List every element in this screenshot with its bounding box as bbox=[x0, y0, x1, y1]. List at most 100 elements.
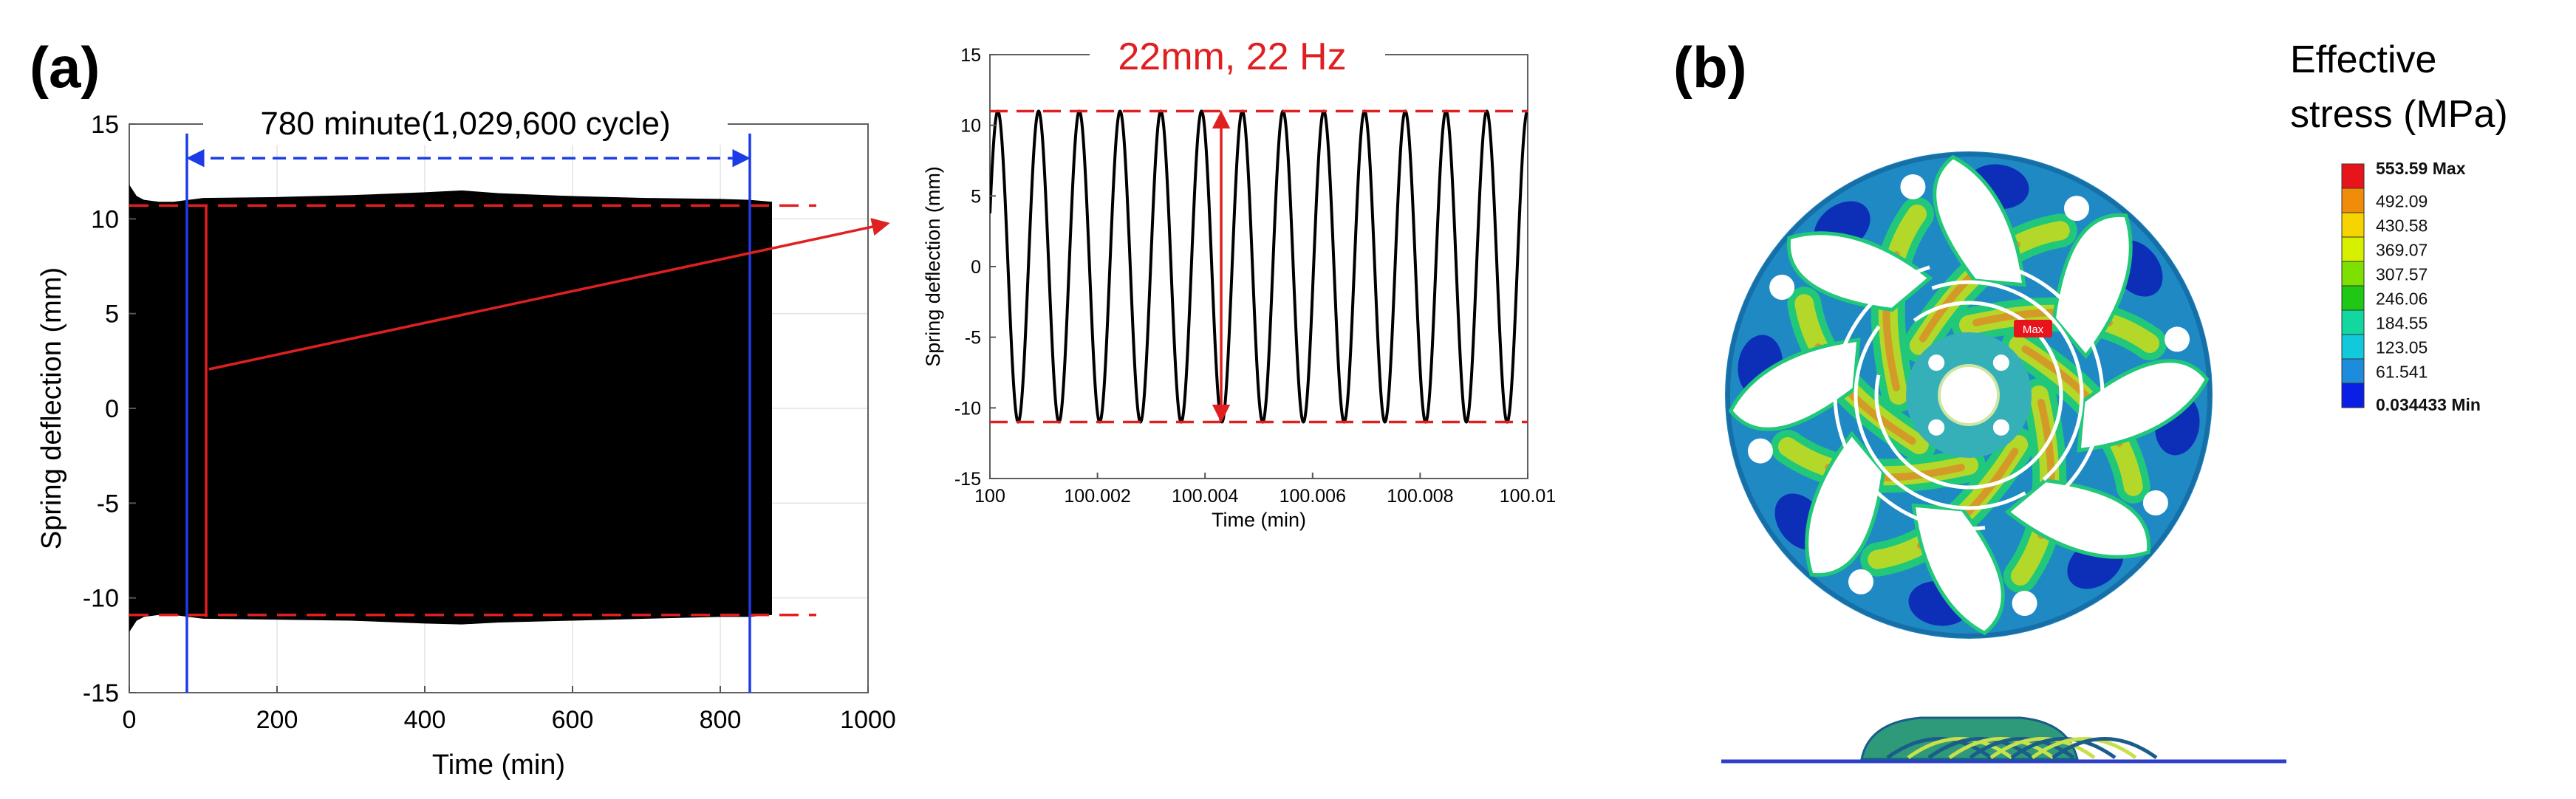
inset-chart: 100 100.002 100.004 100.006 100.008 100.01 -1… bbox=[922, 30, 1556, 531]
inset-x-tick-label: 100.006 bbox=[1280, 486, 1346, 507]
hub-hole bbox=[1992, 419, 2009, 436]
spring-slot bbox=[2077, 359, 2210, 453]
spiral-gap bbox=[1874, 301, 2063, 490]
main-y-tick-label: 0 bbox=[105, 395, 119, 423]
inset-y-tick-label: 10 bbox=[960, 116, 981, 137]
duration-annotation: 780 minute(1,029,600 cycle) bbox=[260, 106, 670, 142]
spring-slot bbox=[1728, 337, 1861, 431]
main-y-axis-label: Spring deflection (mm) bbox=[36, 267, 67, 549]
zoom-arrow bbox=[208, 218, 890, 371]
inset-annotation: 22mm, 22 Hz bbox=[1118, 35, 1346, 78]
bolt-hole bbox=[1900, 174, 1926, 199]
main-y-tick-label: 15 bbox=[91, 111, 119, 139]
hub-hole bbox=[1928, 354, 1945, 371]
bolt-hole bbox=[1848, 569, 1873, 594]
spring-slot bbox=[1805, 431, 1886, 577]
legend-swatch bbox=[2341, 358, 2365, 384]
legend-label: 61.541 bbox=[2376, 363, 2428, 382]
side-strand bbox=[2031, 737, 2137, 760]
spring-slots bbox=[1728, 154, 2210, 636]
spiral-gap bbox=[1854, 280, 2084, 510]
spring-slot bbox=[1933, 154, 2026, 287]
legend-label: 0.034433 Min bbox=[2376, 395, 2481, 414]
main-reference-lines bbox=[129, 133, 816, 693]
legend-label: 430.58 bbox=[2376, 216, 2428, 236]
panel-a-label: (a) bbox=[30, 35, 100, 100]
main-x-tick-label: 600 bbox=[552, 706, 594, 734]
inset-y-tick-label: -10 bbox=[954, 398, 981, 419]
inset-annotation-background bbox=[1090, 30, 1385, 77]
inset-y-tick-label: 5 bbox=[971, 186, 981, 207]
legend-swatch bbox=[2341, 236, 2365, 262]
inset-y-tick-label: -15 bbox=[954, 469, 981, 490]
main-x-tick-label: 1000 bbox=[840, 706, 896, 734]
inset-y-ticks: -15 -10 -5 0 5 10 15 bbox=[954, 45, 996, 490]
main-x-tick-label: 400 bbox=[404, 706, 446, 734]
legend-title-line1: Effective bbox=[2290, 38, 2436, 81]
annotation-background bbox=[203, 102, 728, 145]
spring-contour-plot: Max bbox=[1725, 151, 2213, 639]
bolt-hole bbox=[2012, 591, 2037, 617]
inset-x-tick-label: 100.004 bbox=[1172, 486, 1238, 507]
inset-y-tick-label: 15 bbox=[960, 45, 981, 66]
main-y-tick-label: -10 bbox=[83, 585, 119, 613]
spring-slot bbox=[2051, 213, 2133, 360]
inset-y-tick-label: -5 bbox=[965, 328, 981, 349]
inset-x-tick-label: 100.008 bbox=[1387, 486, 1453, 507]
spring-outer-ring bbox=[1726, 152, 2212, 638]
inset-y-tick-label: 0 bbox=[971, 257, 981, 278]
inset-data-line bbox=[990, 109, 1528, 424]
legend-label: 246.06 bbox=[2376, 289, 2428, 309]
main-chart: 0 200 400 600 800 1000 -15 -10 -5 0 5 10 15 Time (m… bbox=[36, 102, 896, 781]
main-x-ticks: 0 200 400 600 800 1000 bbox=[123, 686, 896, 734]
spring-slot bbox=[1911, 503, 2005, 636]
legend-swatch bbox=[2341, 261, 2365, 287]
bolt-hole bbox=[2142, 490, 2168, 515]
bolt-hole bbox=[1747, 438, 1773, 464]
legend-label: 369.07 bbox=[2376, 241, 2428, 260]
bolt-hole bbox=[2064, 196, 2089, 222]
legend-label: 553.59 Max bbox=[2376, 159, 2466, 178]
inset-y-axis-label: Spring deflection (mm) bbox=[922, 166, 944, 367]
legend-swatch bbox=[2341, 212, 2365, 238]
legend-title-line2: stress (MPa) bbox=[2290, 93, 2508, 136]
main-y-ticks: -15 -10 -5 0 5 10 15 bbox=[83, 111, 136, 707]
legend-label: 307.57 bbox=[2376, 265, 2428, 284]
inset-x-tick-label: 100.002 bbox=[1064, 486, 1130, 507]
legend-swatch bbox=[2341, 309, 2365, 335]
hub-hole bbox=[1992, 354, 2009, 371]
inset-x-tick-label: 100 bbox=[974, 486, 1005, 507]
main-x-tick-label: 800 bbox=[700, 706, 742, 734]
legend-label: 492.09 bbox=[2376, 192, 2428, 211]
outer-bolt-holes bbox=[1747, 174, 2190, 617]
max-marker bbox=[2014, 320, 2052, 337]
spring-slot bbox=[2004, 478, 2151, 559]
legend-swatch bbox=[2341, 163, 2365, 189]
stress-legend: 553.59 Max 492.09 430.58 369.07 307.57 246.06… bbox=[2341, 159, 2481, 414]
side-strand bbox=[1989, 737, 2096, 760]
side-strand bbox=[2051, 737, 2158, 760]
spiral-gap bbox=[1833, 259, 2105, 531]
bolt-hole bbox=[2165, 326, 2190, 352]
legend-swatch bbox=[2341, 383, 2365, 408]
spring-side-view bbox=[1721, 716, 2286, 764]
max-marker-label: Max bbox=[2023, 323, 2044, 336]
hub-hole bbox=[1928, 419, 1945, 436]
main-y-tick-label: 10 bbox=[91, 205, 119, 233]
inset-x-axis-label: Time (min) bbox=[1212, 509, 1306, 531]
main-y-tick-label: -5 bbox=[97, 490, 119, 518]
main-y-tick-label: -15 bbox=[83, 679, 119, 707]
panel-b: (b) Effective stress (MPa) 553.59 Max 492… bbox=[1673, 35, 2508, 764]
side-strand bbox=[2010, 737, 2117, 760]
side-view-strands bbox=[1886, 737, 2158, 760]
main-y-tick-label: 5 bbox=[105, 301, 119, 329]
legend-swatch bbox=[2341, 334, 2365, 360]
main-data-band bbox=[129, 185, 772, 632]
legend-swatch bbox=[2341, 188, 2365, 213]
inset-x-ticks: 100 100.002 100.004 100.006 100.008 100.01 bbox=[974, 473, 1556, 507]
main-x-tick-label: 200 bbox=[256, 706, 298, 734]
main-x-tick-label: 0 bbox=[123, 706, 137, 734]
legend-label: 184.55 bbox=[2376, 314, 2428, 333]
